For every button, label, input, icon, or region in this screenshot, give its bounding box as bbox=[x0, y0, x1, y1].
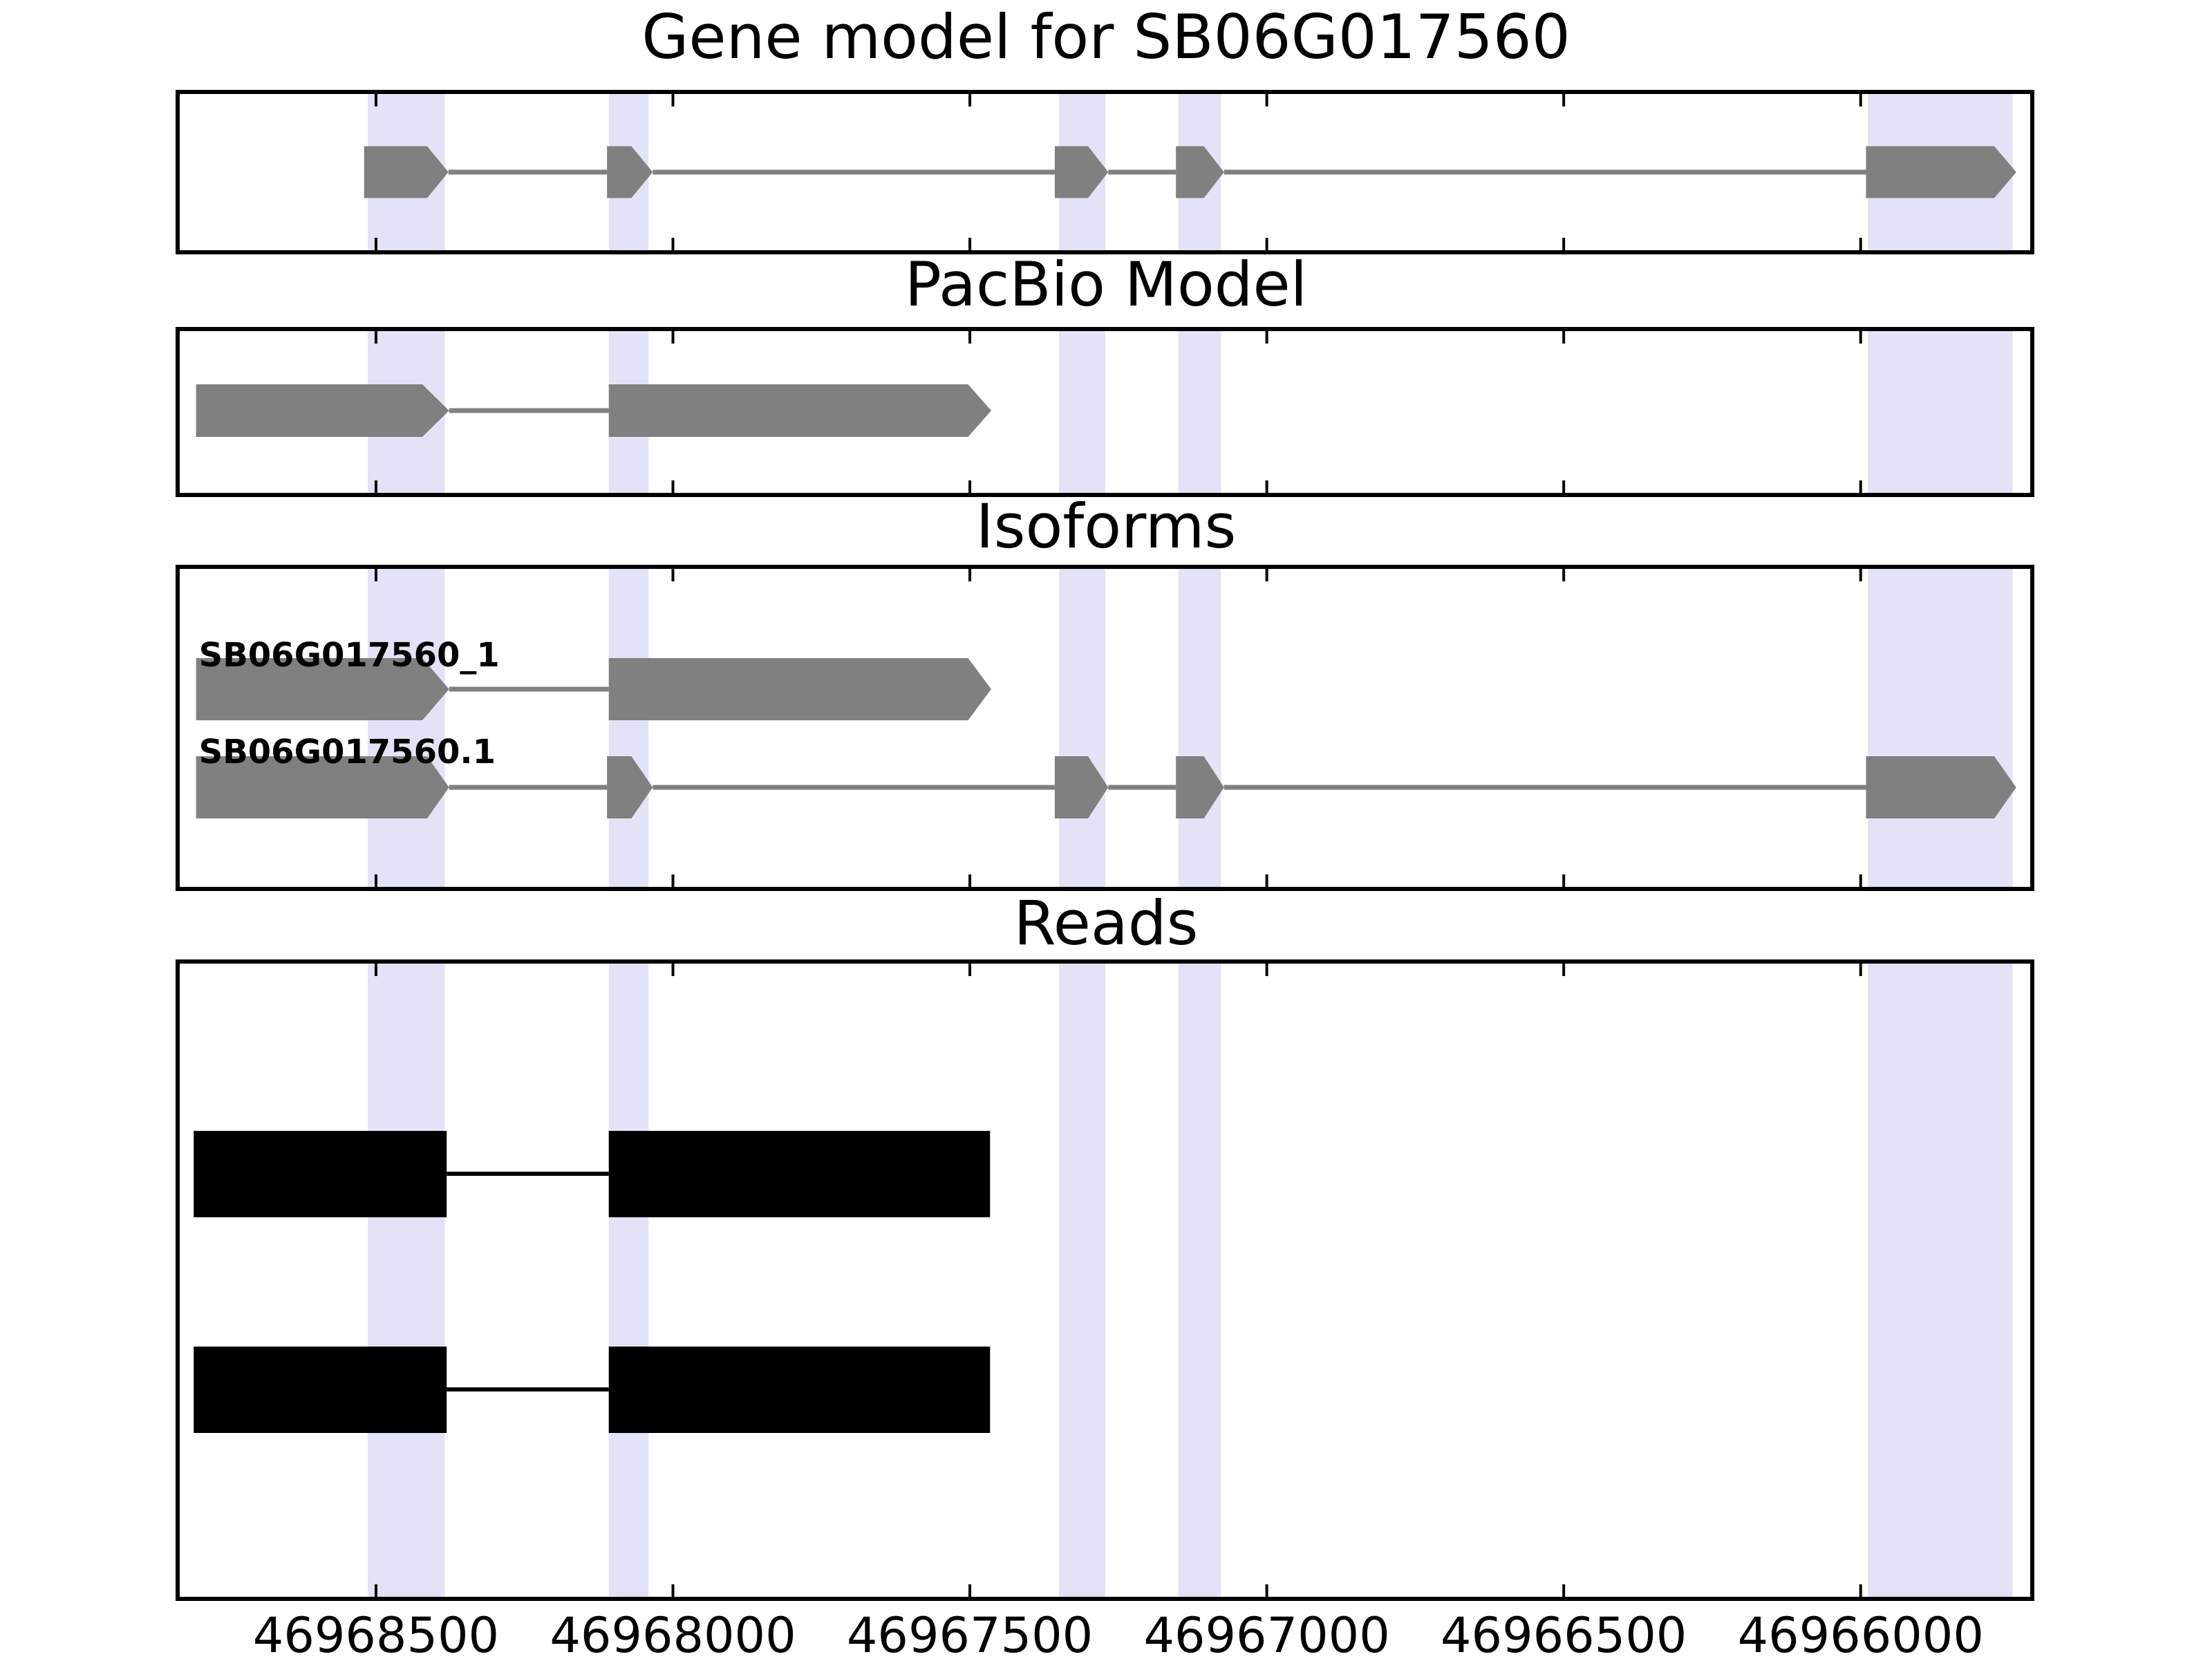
exon-arrow bbox=[1176, 146, 1224, 198]
exon-arrow bbox=[608, 384, 991, 437]
panel-pacbio_model bbox=[176, 327, 2034, 497]
highlight-band bbox=[1868, 567, 2013, 889]
isoform-label: SB06G017560_1 bbox=[199, 636, 500, 675]
panel-border bbox=[176, 327, 2034, 497]
read-block bbox=[194, 1131, 447, 1217]
highlight-band bbox=[1178, 567, 1221, 889]
axis-tick-label: 46968500 bbox=[253, 1607, 499, 1659]
exon-arrow bbox=[196, 756, 449, 818]
highlight-band bbox=[1058, 962, 1105, 1599]
reads-panel-title: Reads bbox=[1013, 888, 1199, 959]
panel-gene_model bbox=[176, 90, 2034, 254]
exon-arrow bbox=[1054, 146, 1109, 198]
axis-tick-label: 46967500 bbox=[847, 1607, 1093, 1659]
exon-arrow bbox=[196, 658, 449, 720]
axis-tick-label: 46966500 bbox=[1441, 1607, 1687, 1659]
exon-arrow bbox=[608, 658, 991, 720]
exon-arrow bbox=[607, 146, 653, 198]
exon-arrow bbox=[1054, 756, 1109, 818]
highlight-band bbox=[1178, 329, 1221, 495]
exon-arrow bbox=[364, 146, 449, 198]
exon-arrow bbox=[607, 756, 653, 818]
exon-arrow bbox=[1866, 756, 2016, 818]
read-block bbox=[608, 1347, 991, 1433]
highlight-band bbox=[1868, 962, 2013, 1599]
panel-isoforms: SB06G017560_1 SB06G017560.1 bbox=[176, 565, 2034, 891]
highlight-band bbox=[367, 567, 445, 889]
read-block bbox=[608, 1131, 991, 1217]
axis-tick-label: 46966000 bbox=[1738, 1607, 1984, 1659]
highlight-band bbox=[1178, 962, 1221, 1599]
exon-arrow bbox=[1176, 756, 1224, 818]
axis-tick-label: 46968000 bbox=[550, 1607, 796, 1659]
panel-border bbox=[176, 959, 2034, 1601]
exon-arrow bbox=[196, 384, 449, 437]
isoform-label: SB06G017560.1 bbox=[199, 733, 496, 771]
highlight-band bbox=[1058, 329, 1105, 495]
exon-arrow bbox=[1866, 146, 2016, 198]
panel-reads bbox=[176, 959, 2034, 1601]
highlight-band bbox=[1868, 329, 2013, 495]
highlight-band bbox=[367, 962, 445, 1599]
highlight-band bbox=[608, 962, 649, 1599]
gene-model-panel-title: Gene model for SB06G017560 bbox=[641, 1, 1571, 73]
pacbio-panel-title: PacBio Model bbox=[904, 249, 1308, 320]
read-block bbox=[194, 1347, 447, 1433]
axis-tick-label: 46967000 bbox=[1143, 1607, 1389, 1659]
panel-border bbox=[176, 565, 2034, 891]
panel-border bbox=[176, 90, 2034, 254]
isoforms-panel-title: Isoforms bbox=[975, 491, 1237, 562]
highlight-band bbox=[608, 567, 649, 889]
highlight-band bbox=[1058, 567, 1105, 889]
